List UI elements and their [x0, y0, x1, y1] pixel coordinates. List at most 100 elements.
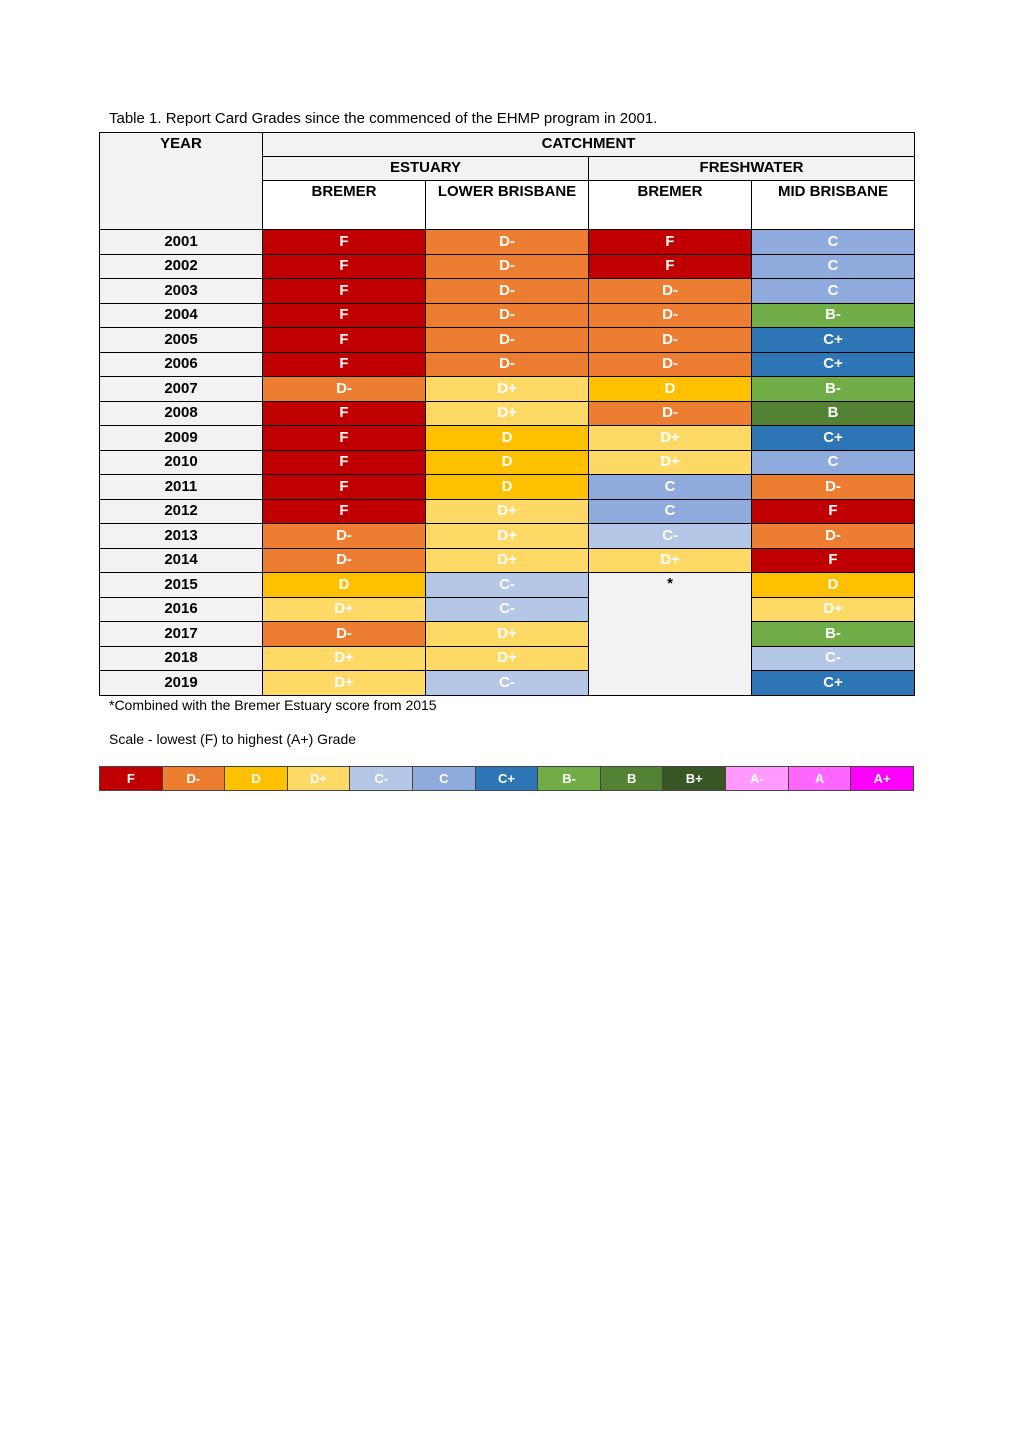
table-row: 2006 F D- D- C+	[99, 351, 915, 377]
table-caption: Table 1. Report Card Grades since the co…	[109, 110, 658, 127]
grade-cell: D-	[425, 351, 589, 377]
year-cell: 2004	[99, 302, 263, 328]
grade-cell: F	[262, 351, 426, 377]
year-cell: 2009	[99, 425, 263, 451]
year-cell: 2007	[99, 376, 263, 402]
grade-cell: F	[751, 498, 915, 524]
grade-cell: C-	[588, 523, 752, 549]
year-cell: 2015	[99, 572, 263, 598]
table-row: 2004 F D- D- B-	[99, 302, 915, 328]
grade-cell: D+	[262, 645, 426, 671]
table-row: 2011 F D C D-	[99, 474, 915, 500]
table-row: 2018 D+ D+ C-	[99, 645, 915, 671]
table-row: 2007 D- D+ D B-	[99, 376, 915, 402]
year-header: YEAR	[99, 132, 263, 230]
column-header-mid-brisbane: MID BRISBANE	[751, 180, 915, 230]
grade-cell: B	[751, 400, 915, 426]
grade-cell: D-	[588, 351, 752, 377]
year-cell: 2016	[99, 596, 263, 622]
grade-scale-legend: F D- D D+ C- C C+ B- B B+ A- A A+	[99, 766, 914, 791]
table-row: 2012 F D+ C F	[99, 498, 915, 524]
grade-cell: D+	[425, 621, 589, 647]
grade-cell: C+	[751, 670, 915, 696]
year-cell: 2019	[99, 670, 263, 696]
scale-swatch: C	[412, 766, 476, 791]
grade-cell: D+	[588, 449, 752, 475]
year-cell: 2005	[99, 327, 263, 353]
grade-cell: F	[751, 547, 915, 573]
freshwater-header: FRESHWATER	[588, 156, 915, 181]
scale-row: F D- D D+ C- C C+ B- B B+ A- A A+	[99, 766, 914, 791]
scale-swatch: B+	[662, 766, 727, 791]
grade-cell: D-	[262, 523, 426, 549]
report-card-table: YEAR CATCHMENT ESTUARY FRESHWATER BREMER…	[99, 132, 915, 696]
grade-cell: D	[425, 449, 589, 475]
grade-cell: C-	[425, 670, 589, 696]
grade-cell: C-	[425, 572, 589, 598]
scale-swatch: C-	[349, 766, 414, 791]
column-header-lower-brisbane: LOWER BRISBANE	[425, 180, 589, 230]
year-cell: 2010	[99, 449, 263, 475]
year-cell: 2017	[99, 621, 263, 647]
year-cell: 2013	[99, 523, 263, 549]
grade-cell: F	[262, 302, 426, 328]
grade-cell: D-	[425, 229, 589, 255]
grade-cell: C	[751, 229, 915, 255]
grade-cell: D	[425, 425, 589, 451]
grade-cell: C-	[751, 645, 915, 671]
grade-cell: D+	[425, 645, 589, 671]
column-header-estuary-bremer: BREMER	[262, 180, 426, 230]
scale-swatch: A+	[850, 766, 914, 791]
grade-cell: C+	[751, 351, 915, 377]
table-row: 2003 F D- D- C	[99, 278, 915, 304]
year-cell: 2008	[99, 400, 263, 426]
grade-cell: F	[262, 474, 426, 500]
grade-cell: C	[588, 498, 752, 524]
grade-cell: D-	[425, 253, 589, 279]
grade-cell: D-	[588, 327, 752, 353]
grade-cell: B-	[751, 302, 915, 328]
grade-cell: D-	[262, 547, 426, 573]
grade-cell: D	[425, 474, 589, 500]
year-cell: 2001	[99, 229, 263, 255]
table-row: 2008 F D+ D- B	[99, 400, 915, 426]
grade-cell: D+	[425, 498, 589, 524]
grade-cell: D-	[262, 376, 426, 402]
grade-cell: C+	[751, 425, 915, 451]
table-row: 2014 D- D+ D+ F	[99, 547, 915, 573]
grade-cell: F	[588, 229, 752, 255]
grade-cell: D	[588, 376, 752, 402]
scale-swatch: A-	[725, 766, 789, 791]
grade-cell: C	[751, 253, 915, 279]
grade-cell: D+	[425, 376, 589, 402]
scale-swatch: D	[224, 766, 288, 791]
combined-note-cell: *	[588, 572, 752, 696]
grade-rows: 2001 F D- F C 2002 F D- F C 2003 F D- D- C 2004 F D- D- B- 2…	[99, 229, 915, 696]
grade-cell: F	[262, 278, 426, 304]
grade-cell: F	[588, 253, 752, 279]
table-row: 2001 F D- F C	[99, 229, 915, 255]
grade-cell: F	[262, 327, 426, 353]
year-cell: 2003	[99, 278, 263, 304]
table-row: 2002 F D- F C	[99, 253, 915, 279]
grade-cell: D	[262, 572, 426, 598]
grade-cell: D	[751, 572, 915, 598]
scale-swatch: B	[599, 766, 664, 791]
grade-cell: D+	[425, 400, 589, 426]
scale-swatch: C+	[474, 766, 539, 791]
grade-cell: D-	[425, 327, 589, 353]
year-cell: 2018	[99, 645, 263, 671]
grade-cell: B-	[751, 621, 915, 647]
table-row: 2013 D- D+ C- D-	[99, 523, 915, 549]
table-row: 2010 F D D+ C	[99, 449, 915, 475]
year-cell: 2012	[99, 498, 263, 524]
grade-cell: F	[262, 253, 426, 279]
grade-cell: F	[262, 449, 426, 475]
grade-cell: C	[588, 474, 752, 500]
table-row: 2016 D+ C- D+	[99, 596, 915, 622]
grade-cell: B-	[751, 376, 915, 402]
scale-swatch: B-	[537, 766, 601, 791]
year-cell: 2014	[99, 547, 263, 573]
table-row: 2005 F D- D- C+	[99, 327, 915, 353]
table-row: 2019 D+ C- C+	[99, 670, 915, 696]
